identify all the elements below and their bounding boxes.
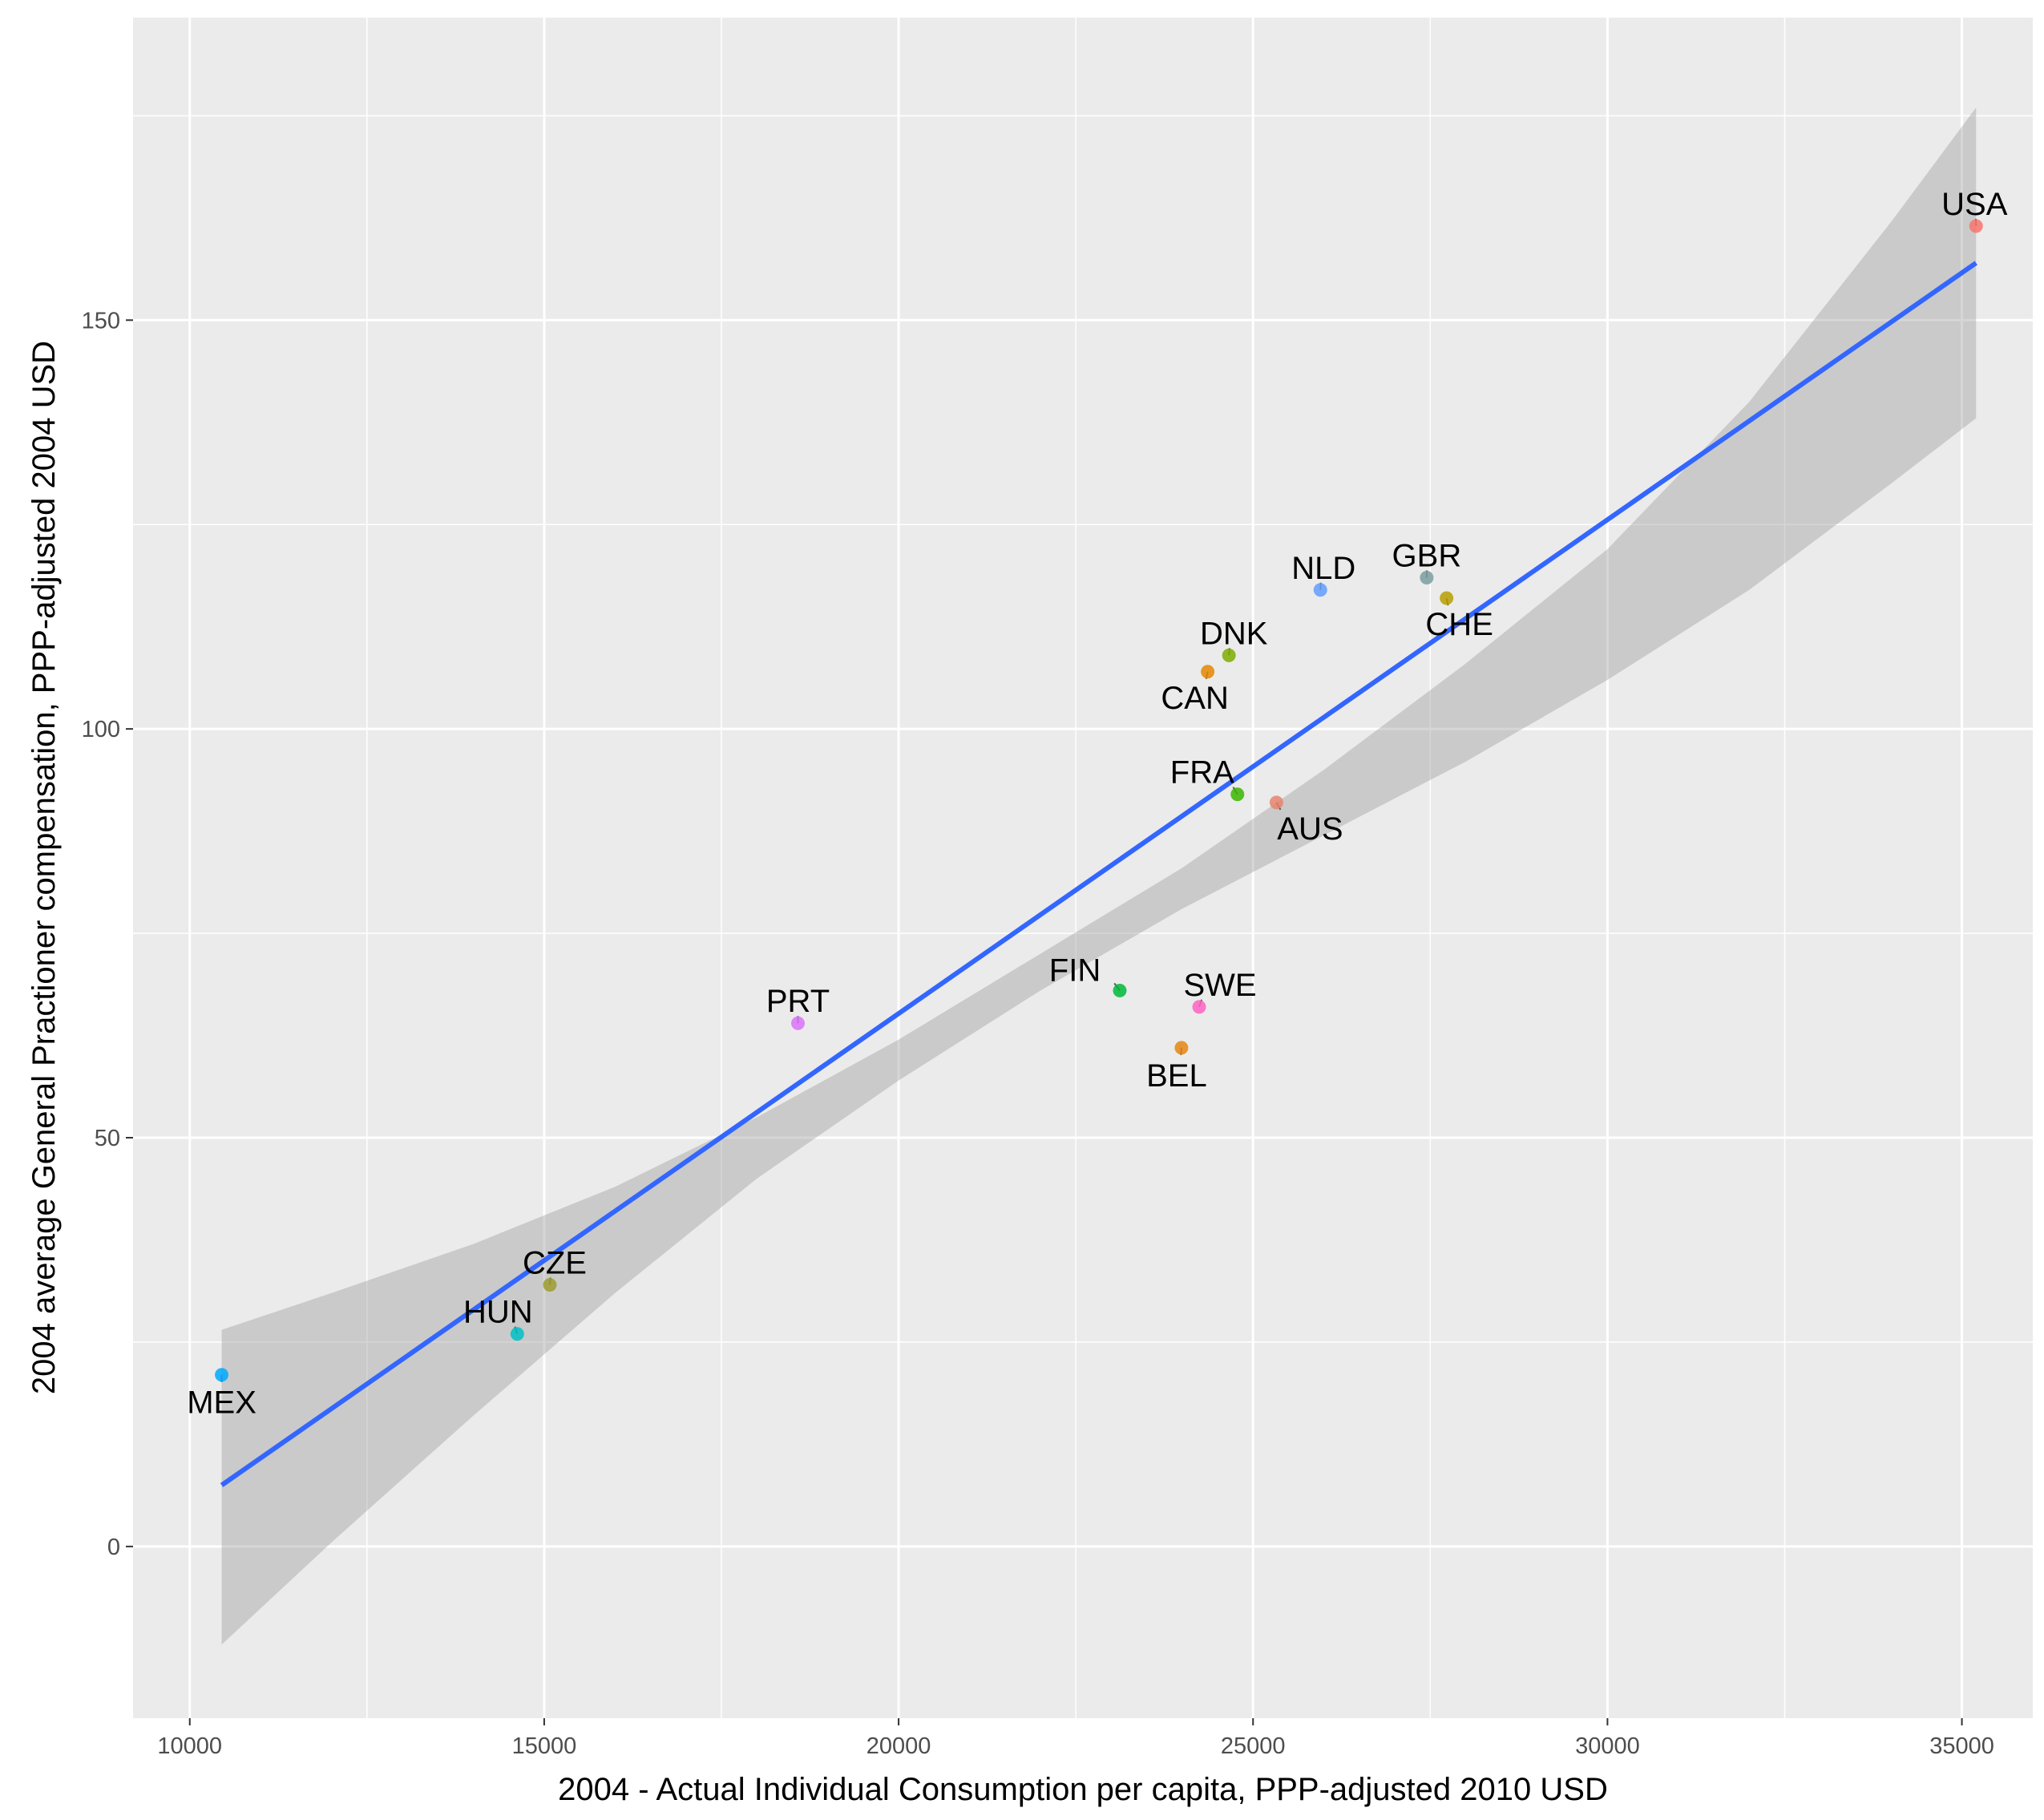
point-fin xyxy=(1113,983,1127,997)
x-axis-ticks: 10000 15000 20000 25000 30000 35000 xyxy=(157,1718,1994,1759)
y-tick-label: 100 xyxy=(82,717,120,742)
point-label-fra: FRA xyxy=(1170,755,1234,791)
point-can xyxy=(1201,665,1215,679)
x-axis-title: 2004 - Actual Individual Consumption per… xyxy=(558,1772,1608,1807)
y-axis-ticks: 0 50 100 150 xyxy=(82,308,133,1560)
data-points xyxy=(215,219,1983,1382)
point-fra xyxy=(1230,787,1245,802)
point-label-gbr: GBR xyxy=(1392,539,1462,574)
point-che xyxy=(1440,591,1454,605)
point-label-can: CAN xyxy=(1161,681,1228,716)
y-tick-label: 0 xyxy=(107,1535,120,1560)
point-labels: USA GBR CHE NLD DNK CAN FRA AUS FIN SWE BEL PRT CZE H… xyxy=(187,187,2007,1421)
point-label-aus: AUS xyxy=(1277,811,1343,847)
point-hun xyxy=(510,1327,524,1341)
y-tick-label: 150 xyxy=(82,308,120,334)
point-cze xyxy=(543,1278,557,1292)
point-prt xyxy=(791,1016,805,1030)
point-label-nld: NLD xyxy=(1291,551,1355,586)
point-label-cze: CZE xyxy=(523,1246,587,1281)
x-tick-label: 30000 xyxy=(1575,1733,1640,1759)
major-gridlines xyxy=(133,18,2033,1718)
x-tick-label: 35000 xyxy=(1929,1733,1994,1759)
point-label-che: CHE xyxy=(1425,607,1493,642)
x-tick-label: 15000 xyxy=(512,1733,577,1759)
y-tick-label: 50 xyxy=(95,1126,120,1151)
minor-gridlines xyxy=(133,18,2033,1718)
point-label-bel: BEL xyxy=(1146,1058,1207,1094)
x-tick-label: 10000 xyxy=(157,1733,222,1759)
point-nld xyxy=(1313,583,1327,597)
point-label-usa: USA xyxy=(1941,187,2008,222)
point-aus xyxy=(1269,795,1283,810)
point-bel xyxy=(1174,1041,1189,1055)
point-label-dnk: DNK xyxy=(1200,616,1268,651)
point-mex xyxy=(215,1368,229,1382)
point-usa xyxy=(1969,219,1983,233)
point-label-hun: HUN xyxy=(463,1295,533,1330)
point-label-swe: SWE xyxy=(1183,968,1256,1003)
point-label-fin: FIN xyxy=(1049,952,1101,988)
y-axis-title: 2004 average General Practioner compensa… xyxy=(26,341,62,1394)
point-gbr xyxy=(1420,571,1434,585)
point-swe xyxy=(1192,1000,1206,1014)
point-dnk xyxy=(1222,648,1236,662)
plot-panel xyxy=(133,18,2033,1718)
point-label-prt: PRT xyxy=(766,984,830,1019)
x-tick-label: 20000 xyxy=(866,1733,931,1759)
x-tick-label: 25000 xyxy=(1221,1733,1286,1759)
regression-line xyxy=(220,261,1977,1487)
point-label-mex: MEX xyxy=(187,1385,257,1421)
